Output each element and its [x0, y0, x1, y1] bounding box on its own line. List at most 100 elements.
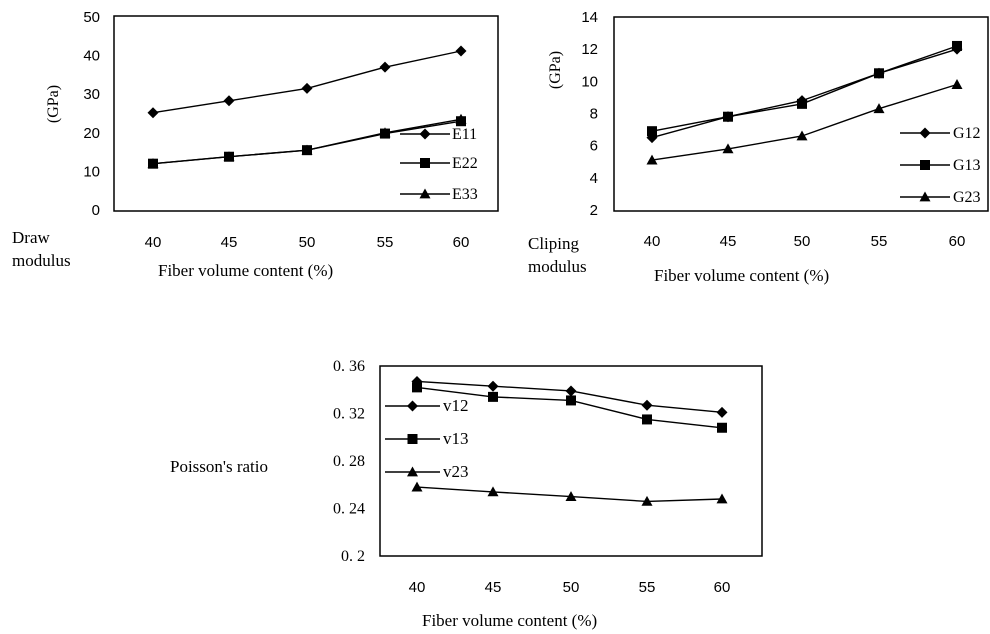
- data-point-v13: [717, 422, 727, 433]
- y-tick-label: 10: [581, 73, 598, 90]
- legend-label-g23: G23: [953, 189, 981, 206]
- data-point-v12: [641, 399, 653, 411]
- legend-marker-g23: [919, 191, 931, 202]
- legend-marker-e22: [420, 158, 430, 168]
- x-tick-label: 55: [871, 233, 888, 250]
- y-tick-label: 0. 2: [341, 548, 365, 565]
- y-tick-label: 2: [590, 202, 598, 219]
- data-point-v12: [716, 406, 728, 418]
- x-axis-label: Fiber volume content (%): [158, 261, 333, 280]
- y-tick-label: 10: [83, 163, 100, 180]
- legend-label-g12: G12: [953, 125, 981, 142]
- y-tick-label: 6: [590, 138, 598, 155]
- data-point-v12: [487, 380, 499, 392]
- data-point-e33: [379, 127, 391, 138]
- series-group: [147, 45, 467, 169]
- legend-marker-v23: [407, 466, 418, 477]
- data-point-g13: [874, 68, 884, 79]
- y-tick-label: 40: [83, 48, 100, 65]
- x-tick-label: 50: [299, 234, 316, 251]
- x-tick-label: 60: [714, 579, 731, 596]
- x-tick-label: 60: [453, 234, 470, 251]
- data-point-e33: [301, 144, 313, 155]
- legend: v12 v13 v23: [385, 396, 469, 481]
- y-axis-label: Poisson's ratio: [170, 457, 268, 476]
- y-tick-label: 0. 36: [333, 358, 365, 375]
- data-point-v13: [412, 382, 422, 393]
- legend-label-e11: E11: [452, 126, 477, 143]
- data-point-v13: [642, 414, 652, 425]
- y-tick-label: 50: [83, 9, 100, 26]
- y-tick-label: 0: [92, 202, 100, 219]
- y-tick-labels: 2 4 6 8 10 12 14: [581, 9, 598, 219]
- y-tick-label: 12: [581, 41, 598, 58]
- legend-label-g13: G13: [953, 157, 981, 174]
- data-point-e11: [379, 61, 391, 73]
- y-tick-label: 20: [83, 125, 100, 142]
- x-tick-labels: 40 45 50 55 60: [644, 233, 966, 250]
- data-point-g23: [722, 143, 734, 154]
- data-point-v23: [487, 486, 499, 497]
- y-tick-label: 30: [83, 86, 100, 103]
- y-tick-label: 0. 28: [333, 453, 365, 470]
- plot-area-frame: [113, 15, 499, 212]
- data-point-g23: [796, 130, 808, 141]
- legend-marker-e11: [419, 128, 431, 140]
- series-group: [646, 40, 963, 165]
- data-point-e11: [455, 45, 467, 57]
- x-tick-label: 40: [145, 234, 162, 251]
- data-point-g23: [951, 79, 963, 89]
- legend-label-v13: v13: [443, 429, 469, 448]
- x-tick-labels: 40 45 50 55 60: [409, 579, 731, 596]
- x-tick-label: 45: [221, 234, 238, 251]
- legend-label-e22: E22: [452, 155, 478, 172]
- data-point-v23: [565, 491, 577, 502]
- series-line-e11: [152, 50, 462, 114]
- y-tick-labels: 0. 2 0. 24 0. 28 0. 32 0. 36: [333, 358, 365, 565]
- data-point-v23: [716, 493, 728, 504]
- data-point-g13: [797, 98, 807, 109]
- legend-label-v23: v23: [443, 462, 469, 481]
- x-tick-label: 60: [949, 233, 966, 250]
- series-line-e33: [152, 118, 462, 165]
- legend-marker-g12: [919, 127, 931, 139]
- legend-marker-g13: [920, 160, 930, 170]
- data-point-v12: [565, 385, 577, 397]
- y-axis-label: (GPa): [547, 51, 564, 89]
- data-point-g13: [952, 40, 962, 51]
- legend-marker-v13: [407, 434, 418, 444]
- side-label-line-1: Draw: [12, 228, 50, 247]
- plot-area-frame: [613, 16, 989, 212]
- y-tick-label: 14: [581, 9, 598, 26]
- y-tick-label: 0. 32: [333, 406, 365, 423]
- x-tick-label: 50: [563, 579, 580, 596]
- series-group: [411, 375, 728, 506]
- poissons-ratio-chart: 0. 20. 240. 280. 320. 36 40 45 50 55 60 v12v…: [170, 358, 763, 630]
- data-point-g13: [723, 111, 733, 122]
- cliping-modulus-chart: 2 4 6 8 10 12 14 40 45 50 55 60 G12 G13 G23 (GPa) Cl…: [528, 9, 989, 285]
- data-point-e11: [147, 107, 159, 119]
- data-point-e33: [223, 151, 235, 162]
- data-point-g13: [647, 126, 657, 137]
- data-point-e11: [301, 82, 313, 94]
- draw-modulus-chart: 0 10 20 30 40 50 40 45 50 55 60 E11 E22 E33 (GPa) D…: [12, 9, 499, 280]
- data-point-e33: [147, 158, 159, 169]
- y-tick-label: 8: [590, 106, 598, 123]
- legend-label-v12: v12: [443, 396, 469, 415]
- x-tick-label: 55: [377, 234, 394, 251]
- x-tick-label: 45: [720, 233, 737, 250]
- x-axis-label: Fiber volume content (%): [654, 266, 829, 285]
- x-tick-label: 40: [409, 579, 426, 596]
- side-label-line-1: Cliping: [528, 234, 580, 253]
- x-tick-label: 45: [485, 579, 502, 596]
- data-point-e33: [455, 113, 467, 124]
- legend-marker-e33: [419, 188, 431, 199]
- y-axis-label: (GPa): [45, 85, 62, 123]
- x-tick-label: 55: [639, 579, 656, 596]
- y-tick-labels: 0 10 20 30 40 50: [83, 9, 100, 219]
- x-tick-labels: 40 45 50 55 60: [145, 234, 470, 251]
- plot-area-frame: [379, 365, 763, 557]
- data-point-v13: [488, 391, 498, 402]
- legend: E11 E22 E33: [400, 126, 478, 203]
